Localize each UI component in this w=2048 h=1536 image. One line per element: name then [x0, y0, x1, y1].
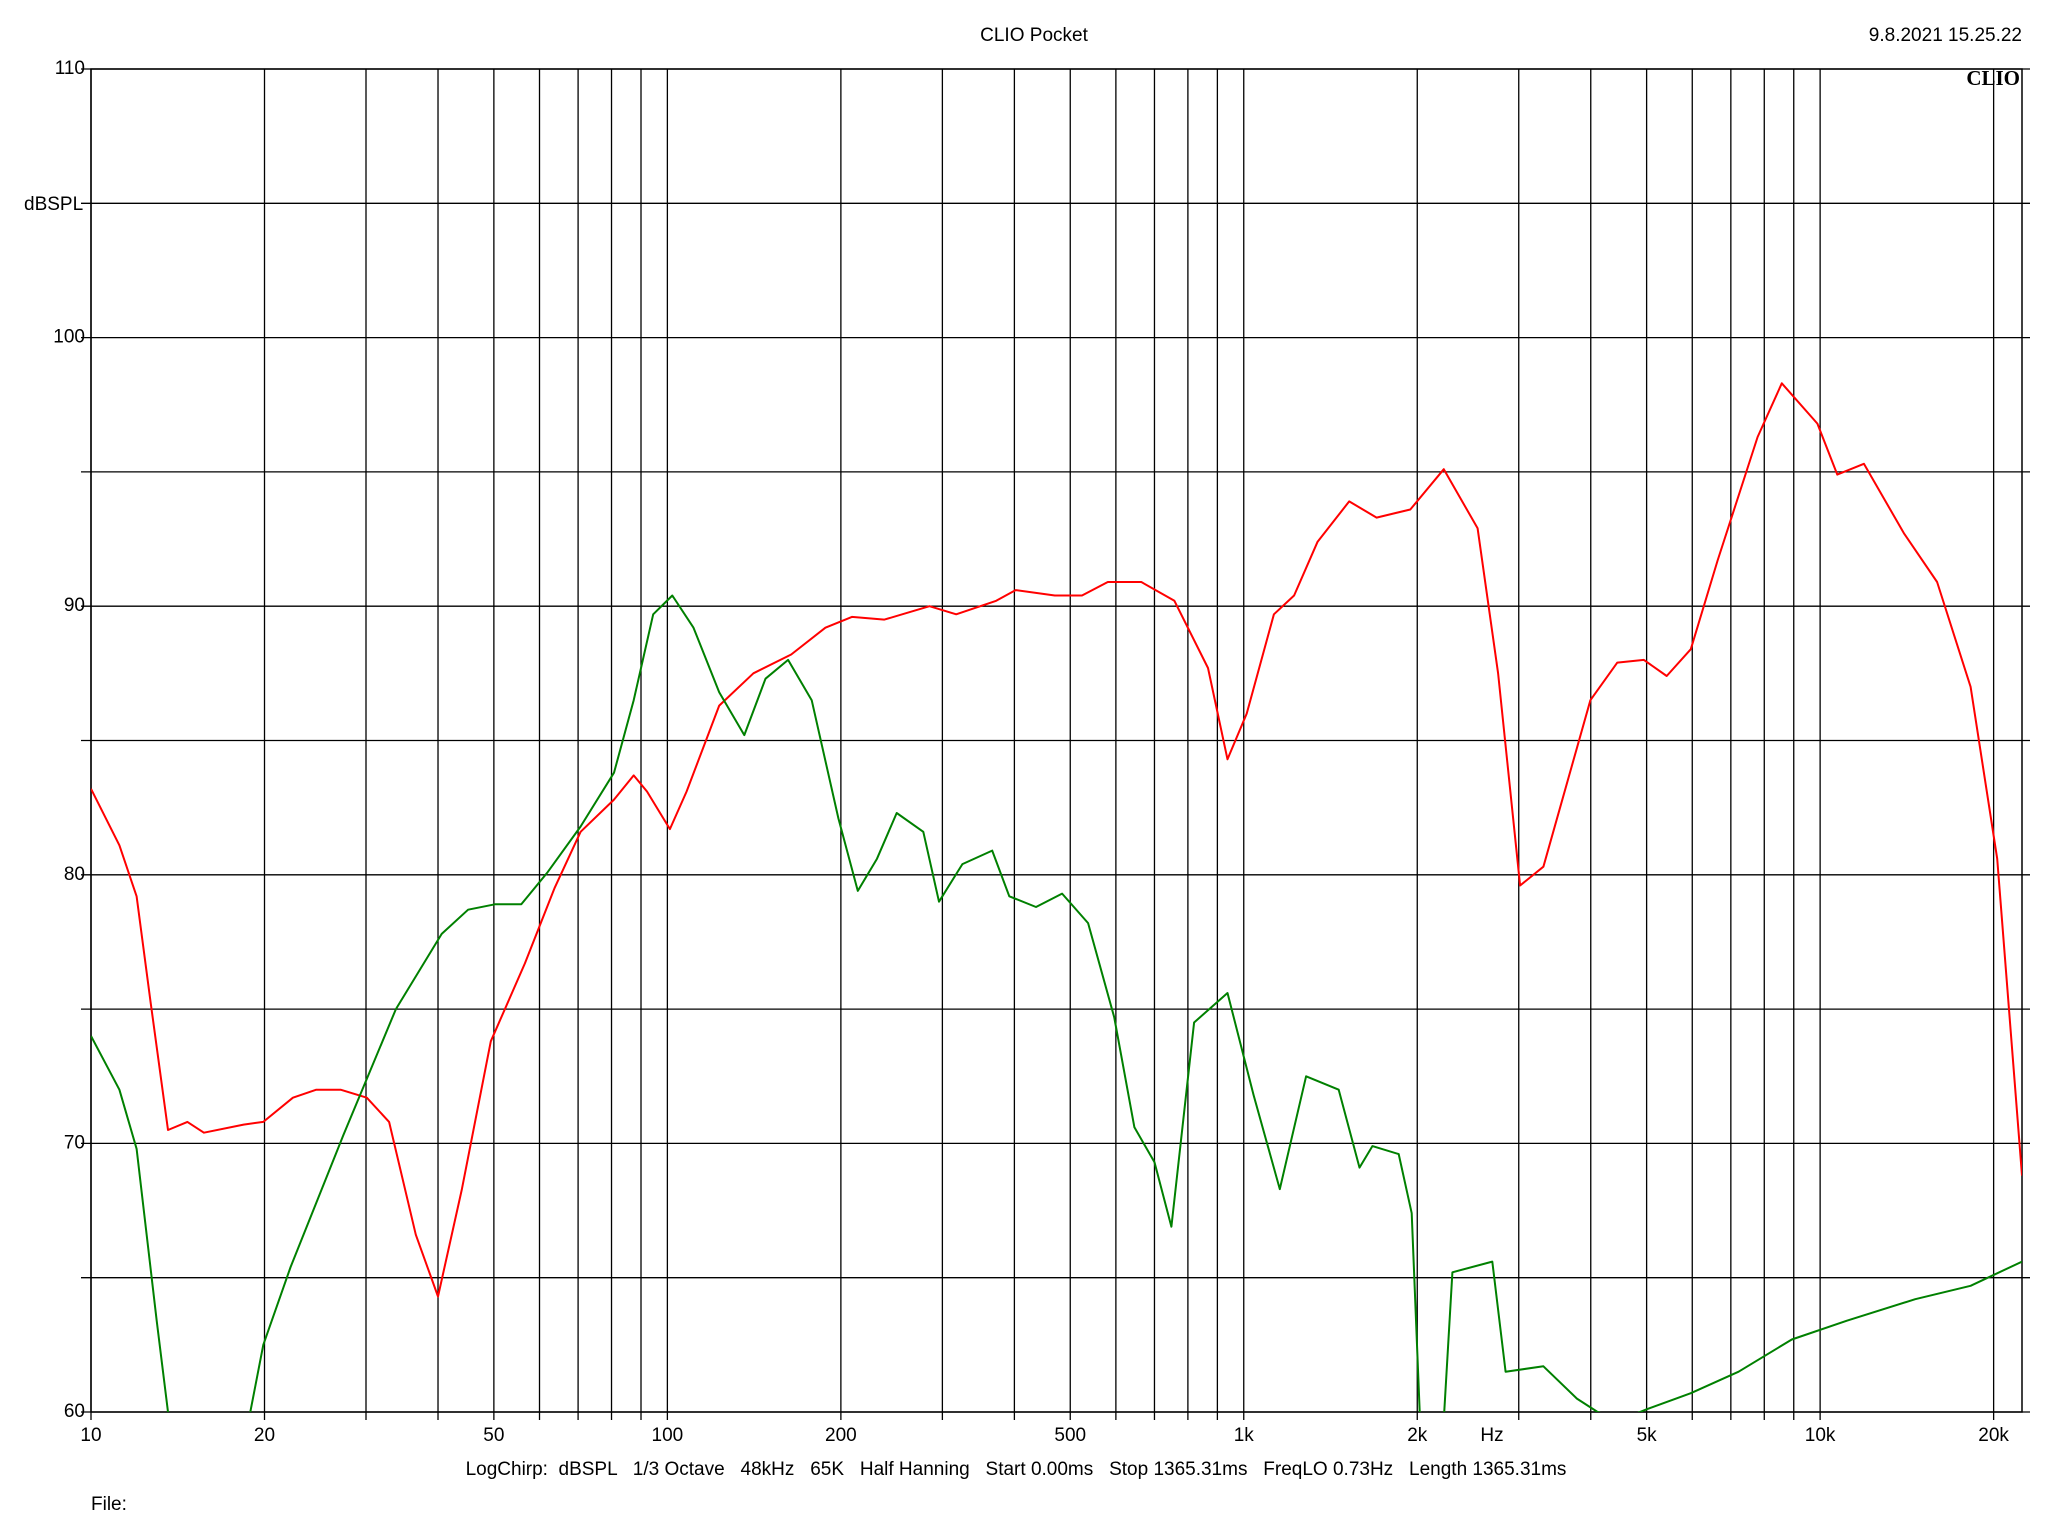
x-tick-label: 50	[483, 1425, 504, 1446]
x-tick-label: 100	[652, 1425, 684, 1446]
y-axis-label: dBSPL	[24, 194, 83, 215]
x-tick-label: 2k	[1407, 1425, 1428, 1446]
file-label: File:	[91, 1494, 127, 1515]
x-tick-label: 20	[254, 1425, 275, 1446]
x-tick-label: 500	[1054, 1425, 1086, 1446]
y-tick-label: 70	[64, 1132, 85, 1153]
timestamp: 9.8.2021 15.25.22	[1869, 25, 2022, 46]
x-tick-label: 10k	[1805, 1425, 1836, 1446]
x-axis-label: Hz	[1480, 1425, 1503, 1446]
y-tick-label: 110	[55, 58, 85, 79]
chart-title: CLIO Pocket	[980, 25, 1088, 46]
y-tick-label: 100	[53, 327, 85, 348]
x-tick-label: 20k	[1978, 1425, 2009, 1446]
x-tick-label: 200	[825, 1425, 857, 1446]
x-tick-label: 5k	[1637, 1425, 1658, 1446]
data-line	[91, 594, 2022, 1412]
x-tick-label: 1k	[1234, 1425, 1255, 1446]
y-tick-label: 80	[64, 864, 85, 885]
y-tick-label: 60	[64, 1401, 85, 1422]
data-line	[91, 382, 2022, 1298]
x-tick-label: 10	[80, 1425, 101, 1446]
info-line: LogChirp: dBSPL 1/3 Octave 48kHz 65K Hal…	[466, 1459, 1567, 1480]
y-tick-label: 90	[64, 595, 85, 616]
